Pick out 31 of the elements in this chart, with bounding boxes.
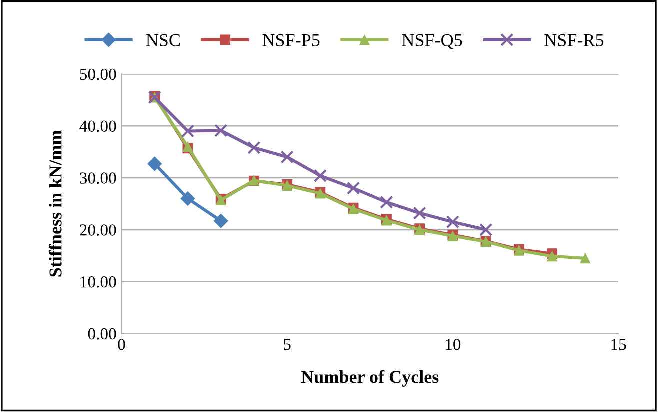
- point: [180, 192, 196, 206]
- x-tick-label: 10: [446, 339, 461, 350]
- y-tick-label: 40.00: [80, 120, 116, 132]
- point: [280, 150, 294, 164]
- y-tick-label: 30.00: [80, 172, 116, 184]
- y-tick-label: 10.00: [80, 276, 116, 288]
- legend-label: NSF-P5: [262, 34, 320, 46]
- point: [547, 251, 558, 262]
- x-tick-label: 15: [612, 339, 626, 350]
- y-axis-title: Stiffness in kN/mm: [48, 130, 62, 277]
- x-tick-label: 5: [284, 339, 291, 350]
- y-tick-label: 50.00: [80, 68, 116, 80]
- point: [214, 214, 228, 228]
- point: [479, 223, 493, 236]
- point: [314, 169, 328, 183]
- y-tick-label: 20.00: [80, 224, 116, 236]
- legend-label: NSF-Q5: [402, 34, 462, 50]
- point: [580, 253, 591, 264]
- point: [214, 124, 228, 138]
- legend-label: NSC: [146, 34, 180, 46]
- point: [346, 182, 360, 195]
- x-tick-label: 0: [118, 339, 126, 350]
- point: [148, 156, 162, 172]
- point: [446, 216, 460, 229]
- point: [181, 124, 195, 138]
- x-axis-title: Number of Cycles: [301, 370, 439, 387]
- point: [380, 196, 394, 209]
- point: [413, 206, 426, 220]
- legend-label: NSF-R5: [544, 34, 604, 46]
- point: [248, 141, 261, 154]
- y-tick-label: 0.00: [88, 328, 116, 340]
